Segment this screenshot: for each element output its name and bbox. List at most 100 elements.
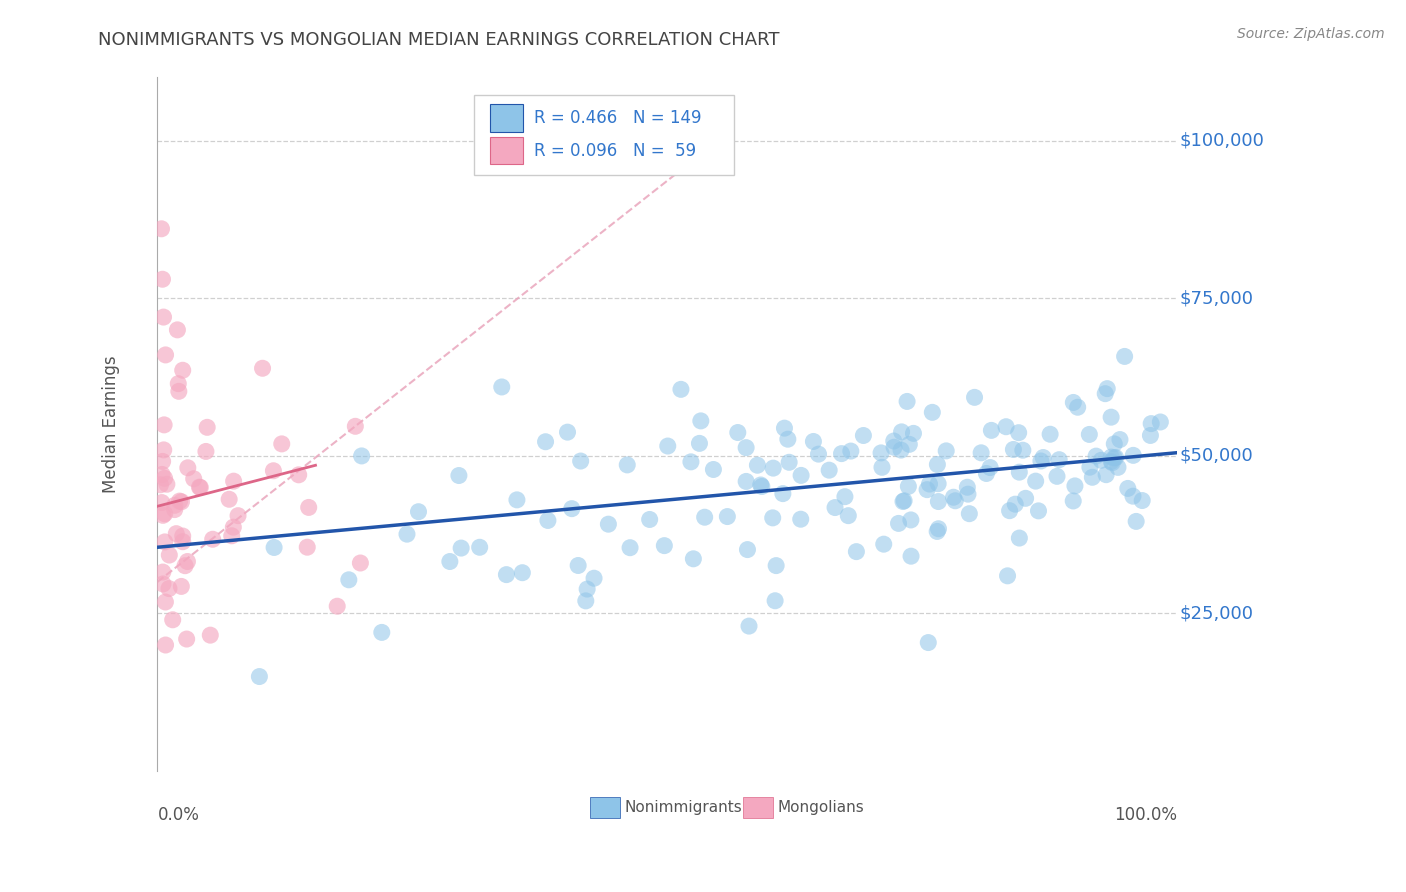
FancyBboxPatch shape [489, 136, 523, 164]
Mongolians [177, 460, 200, 475]
Mongolians [156, 477, 179, 491]
Nonimmigrants [749, 478, 772, 492]
Mongolians [167, 384, 190, 399]
Nonimmigrants [807, 447, 830, 461]
Mongolians [172, 363, 194, 377]
Nonimmigrants [682, 551, 704, 566]
Nonimmigrants [495, 567, 517, 582]
Nonimmigrants [831, 447, 853, 461]
Nonimmigrants [915, 483, 938, 497]
Nonimmigrants [887, 516, 910, 531]
Mongolians [150, 221, 173, 235]
Mongolians [153, 471, 176, 485]
Nonimmigrants [900, 549, 922, 564]
Mongolians [157, 582, 180, 596]
Nonimmigrants [1047, 452, 1070, 467]
Nonimmigrants [995, 419, 1018, 434]
Mongolians [298, 500, 321, 515]
Mongolians [170, 495, 193, 509]
Nonimmigrants [468, 541, 491, 555]
Nonimmigrants [942, 490, 965, 504]
Nonimmigrants [927, 524, 949, 539]
Nonimmigrants [883, 440, 905, 454]
Nonimmigrants [1095, 467, 1118, 482]
Nonimmigrants [935, 443, 957, 458]
Nonimmigrants [1104, 450, 1126, 465]
Nonimmigrants [1101, 456, 1123, 470]
Nonimmigrants [1122, 489, 1144, 503]
Nonimmigrants [693, 510, 716, 524]
Nonimmigrants [790, 512, 813, 526]
Nonimmigrants [450, 541, 472, 555]
Mongolians [152, 565, 174, 579]
Nonimmigrants [890, 443, 912, 458]
Nonimmigrants [898, 437, 921, 451]
Nonimmigrants [1062, 395, 1084, 409]
Mongolians [262, 464, 284, 478]
Mongolians [222, 520, 245, 534]
Nonimmigrants [897, 479, 920, 493]
Nonimmigrants [512, 566, 534, 580]
Nonimmigrants [839, 444, 862, 458]
Nonimmigrants [1140, 417, 1163, 431]
Mongolians [222, 474, 245, 488]
Nonimmigrants [1025, 474, 1047, 488]
Nonimmigrants [873, 537, 896, 551]
Mongolians [152, 508, 174, 523]
Nonimmigrants [1116, 482, 1139, 496]
Mongolians [344, 419, 367, 434]
Nonimmigrants [1104, 450, 1126, 465]
Nonimmigrants [727, 425, 749, 440]
Nonimmigrants [569, 454, 592, 468]
Text: Source: ZipAtlas.com: Source: ZipAtlas.com [1237, 27, 1385, 41]
Nonimmigrants [1130, 493, 1153, 508]
Nonimmigrants [1014, 491, 1036, 506]
Nonimmigrants [852, 428, 875, 442]
Nonimmigrants [1002, 442, 1025, 457]
FancyBboxPatch shape [474, 95, 734, 175]
Nonimmigrants [970, 446, 993, 460]
Nonimmigrants [943, 493, 966, 508]
Mongolians [218, 492, 240, 507]
Nonimmigrants [669, 382, 692, 396]
Nonimmigrants [956, 480, 979, 494]
FancyBboxPatch shape [591, 797, 620, 818]
Text: Median Earnings: Median Earnings [103, 356, 121, 493]
Nonimmigrants [896, 394, 918, 409]
Mongolians [326, 599, 349, 614]
Nonimmigrants [491, 380, 513, 394]
Nonimmigrants [575, 594, 598, 608]
Mongolians [172, 534, 194, 549]
Nonimmigrants [561, 501, 583, 516]
Nonimmigrants [1109, 433, 1132, 447]
Nonimmigrants [845, 544, 868, 558]
FancyBboxPatch shape [742, 797, 773, 818]
Nonimmigrants [1008, 425, 1031, 440]
Text: NONIMMIGRANTS VS MONGOLIAN MEDIAN EARNINGS CORRELATION CHART: NONIMMIGRANTS VS MONGOLIAN MEDIAN EARNIN… [98, 31, 780, 49]
Mongolians [165, 526, 187, 541]
Nonimmigrants [1004, 497, 1026, 511]
Text: $25,000: $25,000 [1180, 605, 1253, 623]
Nonimmigrants [616, 458, 638, 472]
Mongolians [163, 502, 186, 516]
Mongolians [169, 494, 191, 508]
Nonimmigrants [890, 425, 912, 439]
Nonimmigrants [1097, 382, 1119, 396]
Nonimmigrants [763, 593, 786, 607]
Mongolians [252, 361, 274, 376]
Nonimmigrants [976, 467, 998, 481]
Nonimmigrants [1029, 454, 1052, 468]
Nonimmigrants [790, 468, 813, 483]
Nonimmigrants [837, 508, 859, 523]
Nonimmigrants [956, 487, 979, 501]
Nonimmigrants [776, 432, 799, 446]
Mongolians [152, 442, 174, 457]
Nonimmigrants [1011, 443, 1033, 458]
Mongolians [287, 467, 309, 482]
Mongolians [172, 529, 194, 543]
Nonimmigrants [824, 500, 846, 515]
FancyBboxPatch shape [489, 104, 523, 132]
Nonimmigrants [737, 542, 759, 557]
Nonimmigrants [918, 477, 941, 491]
Mongolians [176, 555, 198, 569]
